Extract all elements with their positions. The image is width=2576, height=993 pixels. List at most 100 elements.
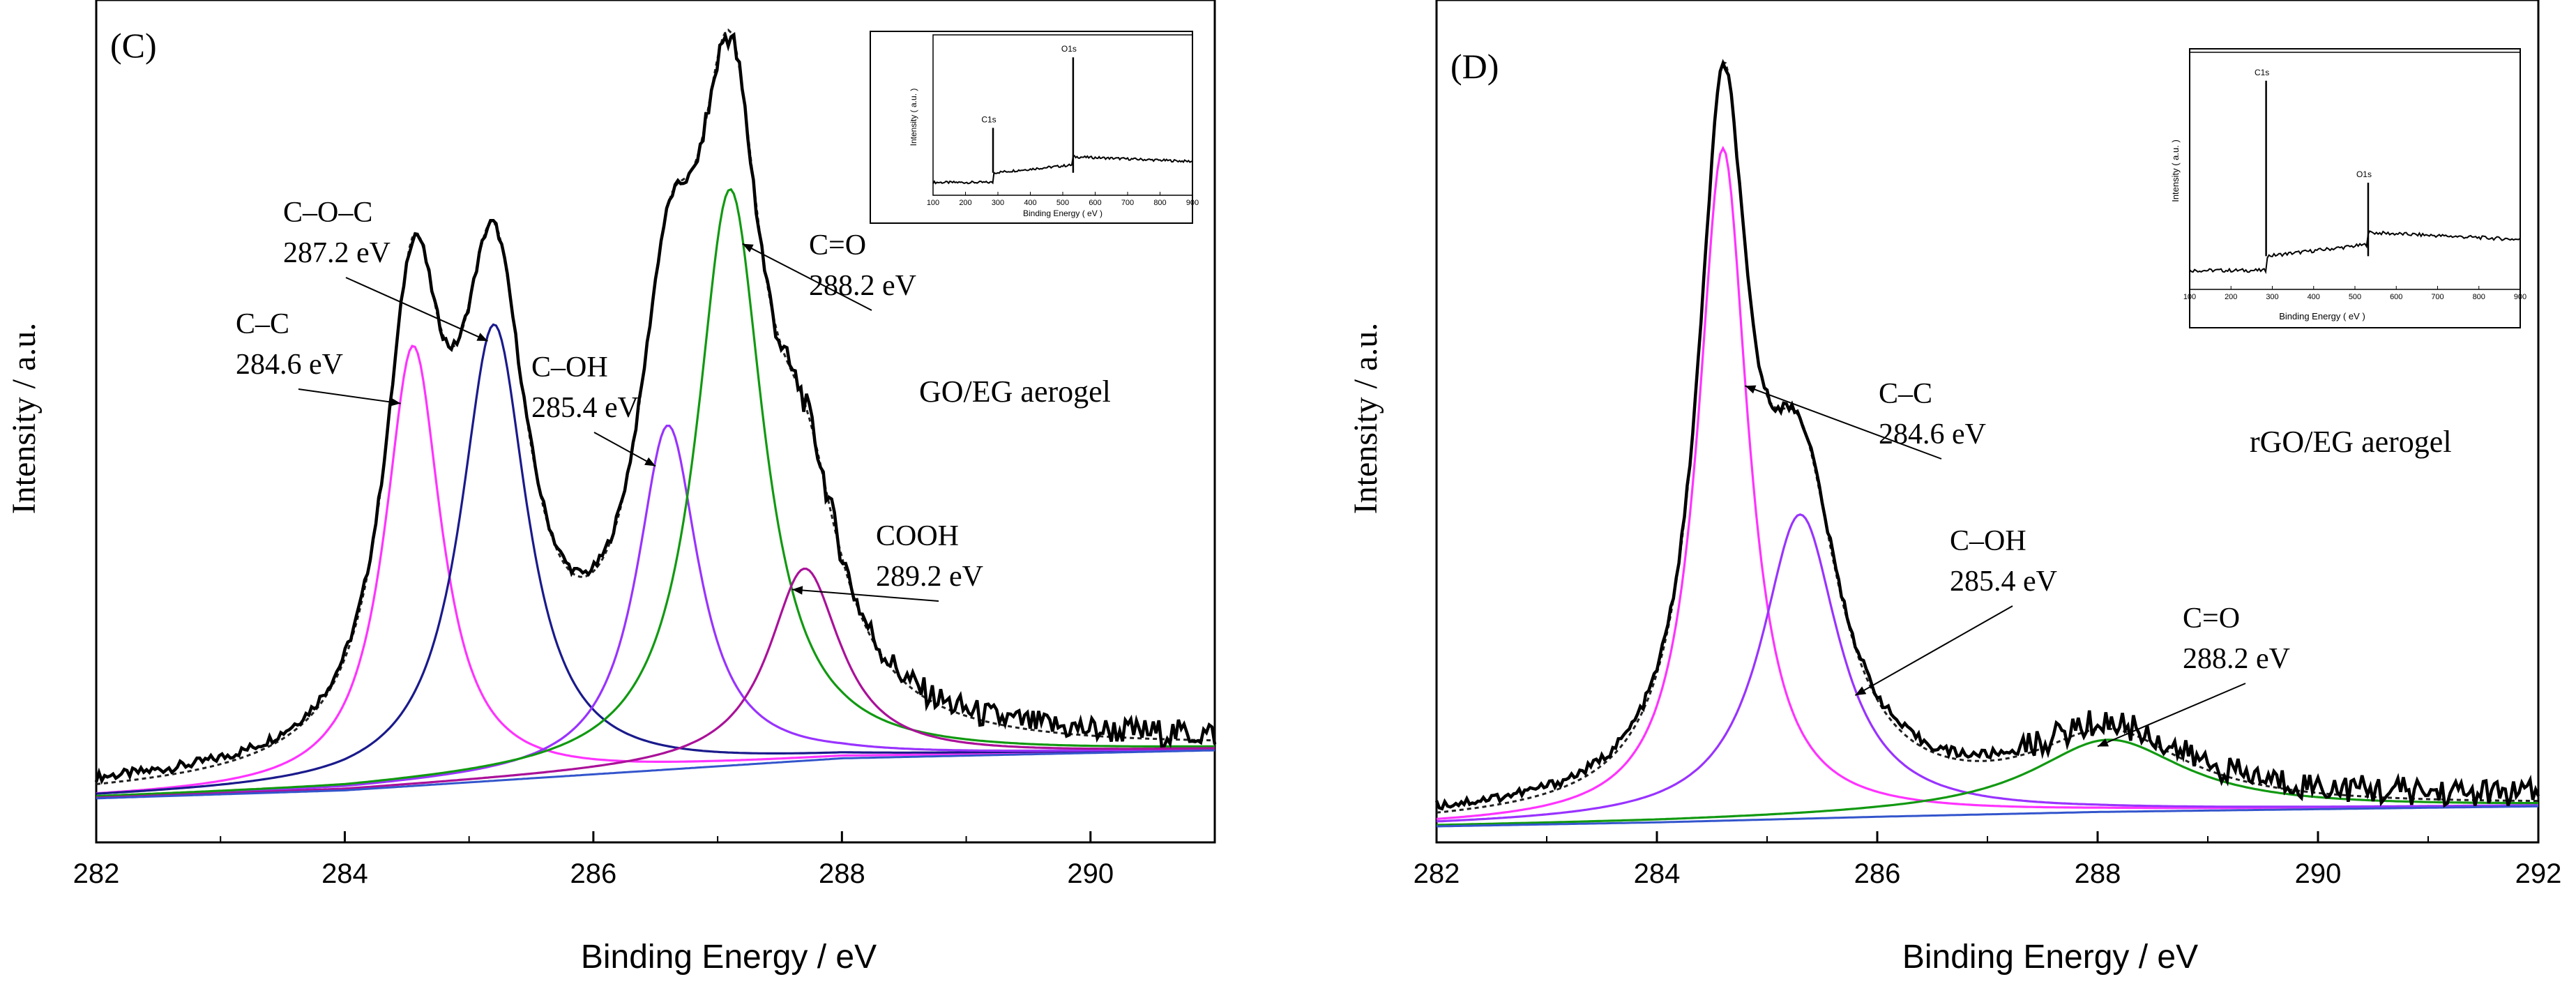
peak-annotation-label: C–OH [1950,525,2026,557]
x-tick-label: 292 [2515,858,2562,889]
inset-peak-label: O1s [2356,169,2372,179]
component-peak [96,344,1215,795]
x-tick-label: 290 [2295,858,2342,889]
inset-x-tick-label: 600 [2390,293,2402,301]
inset-x-tick-label: 900 [1186,199,1199,207]
panel-c-curves [94,28,1217,800]
annotation-arrow-head [476,333,488,341]
x-tick-label: 288 [819,858,865,889]
x-tick-label: 282 [1414,858,1460,889]
panel-c-inset-plot: 100 200 300 400 500 600 700 800 900 C1s O1s [927,44,1199,207]
peak-annotation-label: 285.4 eV [531,392,639,424]
peak-annotation-label: 285.4 eV [1950,566,2057,598]
peak-annotation-label: 284.6 eV [236,349,343,381]
inset-x-tick-label: 700 [2431,293,2444,301]
x-tick-label: 286 [1854,858,1901,889]
inset-x-tick-label: 500 [2349,293,2361,301]
peak-annotation-label: C–OH [531,351,608,384]
panel-d-inset-x-label: Binding Energy ( eV ) [2279,311,2365,321]
component-peak [1436,738,2539,826]
annotation-leader-line [1745,385,1942,460]
panel-c-inset-frame [870,31,1193,224]
panel-c-inset: 100 200 300 400 500 600 700 800 900 C1s O1s Intens… [870,31,1199,224]
panel-d-inset-y-label: Intensity ( a.u. ) [2170,139,2181,202]
x-tick-label: 288 [2075,858,2121,889]
inset-x-tick-label: 800 [2473,293,2485,301]
measured-envelope [94,31,1217,785]
annotation-arrow-head [742,243,754,252]
panel-d-inset-plot: 100 200 300 400 500 600 700 800 900 C1s O1s [2183,68,2526,301]
component-peak [96,188,1215,798]
peak-annotation-label: C–C [1879,378,1932,410]
panel-d-label: (D) [1450,47,1499,86]
panel-d-curves [1434,59,2540,828]
measured-envelope [1434,59,2540,811]
panel-d-annotations: C–C 284.6 eV C–OH 285.4 eV C=O 288.2 eV [1745,378,2290,748]
panel-c-plot-frame [95,0,1216,844]
inset-survey-spectrum [932,155,1193,185]
annotation-leader-line [791,589,939,602]
inset-x-tick-label: 400 [2308,293,2320,301]
background-baseline [96,749,1215,800]
panel-d-inset: 100 200 300 400 500 600 700 800 900 C1s O1s Intens… [2170,48,2526,328]
panel-c-label: (C) [110,26,157,65]
component-peak [96,567,1215,799]
annotation-leader-line [345,277,488,342]
x-tick-label: 284 [1634,858,1681,889]
inset-peak-label: C1s [981,114,996,124]
annotation-leader-line [742,243,872,311]
x-tick-label: 286 [570,858,617,889]
annotation-arrow-head [2098,738,2109,747]
peak-annotation-label: C=O [2183,602,2240,635]
panel-c-inset-x-label: Binding Energy ( eV ) [1023,209,1103,218]
annotation-leader-line [1854,605,2013,696]
component-peak [96,425,1215,798]
panel-d: 282 284 286 288 290 292 (D) rGO/EG aerogel Bi… [1347,0,2561,976]
inset-peak-label: O1s [1061,44,1077,54]
inset-x-tick-label: 900 [2514,293,2526,301]
panel-d-inset-frame [2189,48,2521,328]
x-tick-label: 282 [73,858,120,889]
inset-x-tick-label: 500 [1056,199,1069,207]
peak-annotation-label: C=O [809,229,866,261]
inset-x-tick-label: 800 [1153,199,1166,207]
panel-c-annotations: C–C 284.6 eV C–O–C 287.2 eV C–OH 285.4 eV C=O 2… [236,197,983,602]
inset-x-tick-label: 100 [2183,293,2196,301]
panel-c-y-axis-title: Intensity / a.u. [6,323,43,515]
annotation-leader-line [593,432,656,467]
background-baseline [1437,805,2539,828]
annotation-arrow-head [1855,686,1867,696]
peak-annotation-label: 288.2 eV [2183,643,2290,675]
inset-survey-spectrum [2189,230,2521,275]
x-tick-label: 290 [1067,858,1114,889]
inset-x-tick-label: 100 [927,199,939,207]
component-peak [1436,513,2538,823]
annotation-arrow-head [1745,385,1757,394]
annotation-leader-line [298,388,401,404]
inset-x-tick-label: 400 [1024,199,1036,207]
panel-c-x-ticks [95,831,1092,842]
panel-c-inset-y-label: Intensity ( a.u. ) [909,89,918,146]
annotation-leader-line [2097,683,2246,748]
inset-x-tick-label: 200 [2225,293,2237,301]
panel-d-y-axis-title: Intensity / a.u. [1347,323,1384,515]
peak-annotation-label: 284.6 eV [1879,418,1986,450]
panel-d-x-ticks [1435,831,2540,842]
peak-annotation-label: 288.2 eV [809,270,916,302]
x-tick-label: 284 [321,858,368,889]
inset-peak-label: C1s [2255,68,2269,77]
peak-annotation-label: 287.2 eV [283,237,391,269]
annotation-arrow-head [390,397,401,407]
peak-annotation-label: 289.2 eV [876,561,983,593]
inset-x-tick-label: 700 [1121,199,1134,207]
panel-d-x-tick-labels: 282 284 286 288 290 292 [1414,858,2562,889]
annotation-arrow-head [644,457,656,467]
inset-x-tick-label: 600 [1089,199,1101,207]
panel-c-x-axis-title: Binding Energy / eV [581,939,877,976]
panel-c-x-tick-labels: 282 284 286 288 290 [73,858,1114,889]
panel-c: 282 284 286 288 290 (C) GO/EG aerogel Bindin… [6,0,1217,976]
fit-sum-curve [1436,61,2539,814]
annotation-arrow-head [792,586,803,595]
peak-annotation-label: COOH [876,520,959,552]
